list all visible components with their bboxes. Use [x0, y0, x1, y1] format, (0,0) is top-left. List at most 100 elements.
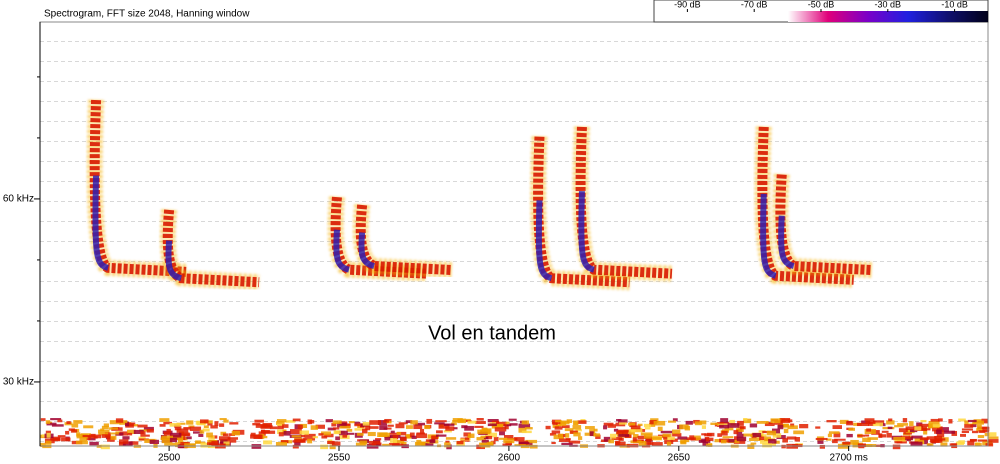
- noise: [464, 425, 474, 431]
- noise: [905, 426, 916, 431]
- colorbar-tick-label: -90 dB: [674, 0, 701, 9]
- noise: [981, 418, 989, 424]
- noise: [456, 440, 464, 445]
- noise: [909, 428, 918, 433]
- noise: [611, 436, 623, 441]
- noise: [467, 433, 475, 438]
- noise: [839, 419, 849, 424]
- noise: [729, 419, 736, 425]
- noise: [817, 439, 824, 444]
- noise: [76, 433, 88, 439]
- noise: [46, 432, 51, 438]
- noise: [653, 420, 666, 426]
- noise: [122, 436, 130, 440]
- noise: [632, 437, 637, 442]
- call: [352, 204, 453, 279]
- noise: [424, 425, 431, 430]
- noise: [774, 440, 780, 444]
- noise: [670, 438, 678, 442]
- noise: [327, 440, 335, 445]
- noise: [651, 442, 663, 447]
- noise: [867, 437, 878, 440]
- noise: [551, 441, 556, 445]
- noise: [434, 422, 445, 425]
- noise: [862, 437, 871, 442]
- noise: [355, 442, 366, 446]
- call: [530, 136, 630, 291]
- noise: [819, 444, 825, 449]
- noise: [987, 436, 999, 439]
- noise: [608, 439, 615, 444]
- noise: [129, 441, 139, 445]
- noise: [405, 425, 413, 429]
- noise: [736, 433, 744, 438]
- noise: [384, 435, 392, 441]
- noise: [846, 421, 854, 426]
- call: [159, 209, 260, 291]
- noise: [71, 423, 79, 428]
- noise: [400, 437, 407, 442]
- noise: [502, 443, 512, 447]
- noise: [282, 424, 289, 428]
- x-tick-label: 2550: [328, 453, 351, 464]
- noise: [900, 435, 911, 440]
- noise: [140, 431, 146, 435]
- noise: [923, 429, 928, 435]
- noise: [75, 440, 88, 445]
- noise: [865, 420, 876, 424]
- noise: [643, 423, 652, 428]
- noise: [616, 419, 622, 422]
- noise: [169, 437, 178, 443]
- colorbar-tick-label: -70 dB: [741, 0, 768, 9]
- noise: [429, 439, 436, 444]
- noise: [503, 435, 514, 439]
- noise: [491, 424, 503, 428]
- noise: [321, 431, 331, 436]
- noise: [483, 436, 489, 440]
- noise: [206, 442, 216, 445]
- noise: [618, 419, 628, 423]
- noise: [833, 432, 841, 438]
- noise: [79, 436, 88, 442]
- noise: [499, 431, 505, 436]
- noise: [138, 438, 149, 441]
- noise: [219, 418, 227, 421]
- noise: [518, 441, 530, 445]
- noise: [777, 424, 784, 430]
- noise: [275, 442, 287, 447]
- noise: [865, 434, 870, 437]
- x-tick-label: 2700 ms: [830, 453, 868, 464]
- noise: [545, 425, 551, 430]
- noise: [109, 427, 119, 430]
- noise: [742, 433, 754, 437]
- noise: [967, 419, 977, 423]
- noise: [119, 431, 128, 436]
- noise: [208, 435, 215, 440]
- noise: [657, 426, 663, 432]
- noise: [329, 444, 336, 450]
- noise: [898, 428, 908, 433]
- noise: [764, 422, 775, 427]
- noise: [57, 435, 66, 438]
- noise: [410, 420, 418, 425]
- noise: [453, 427, 458, 430]
- noise: [593, 428, 598, 432]
- noise: [379, 425, 388, 430]
- noise: [457, 418, 467, 424]
- noise: [960, 433, 967, 437]
- x-tick-label: 2650: [668, 453, 691, 464]
- noise: [377, 432, 388, 438]
- noise: [827, 433, 833, 438]
- noise: [280, 440, 289, 444]
- noise: [390, 430, 395, 434]
- noise: [46, 422, 57, 426]
- call-core: [535, 200, 553, 282]
- call: [327, 196, 428, 282]
- noise: [572, 425, 582, 430]
- noise: [159, 424, 166, 427]
- noise: [431, 435, 438, 440]
- noise: [125, 423, 134, 428]
- noise: [766, 430, 777, 436]
- noise: [689, 435, 695, 440]
